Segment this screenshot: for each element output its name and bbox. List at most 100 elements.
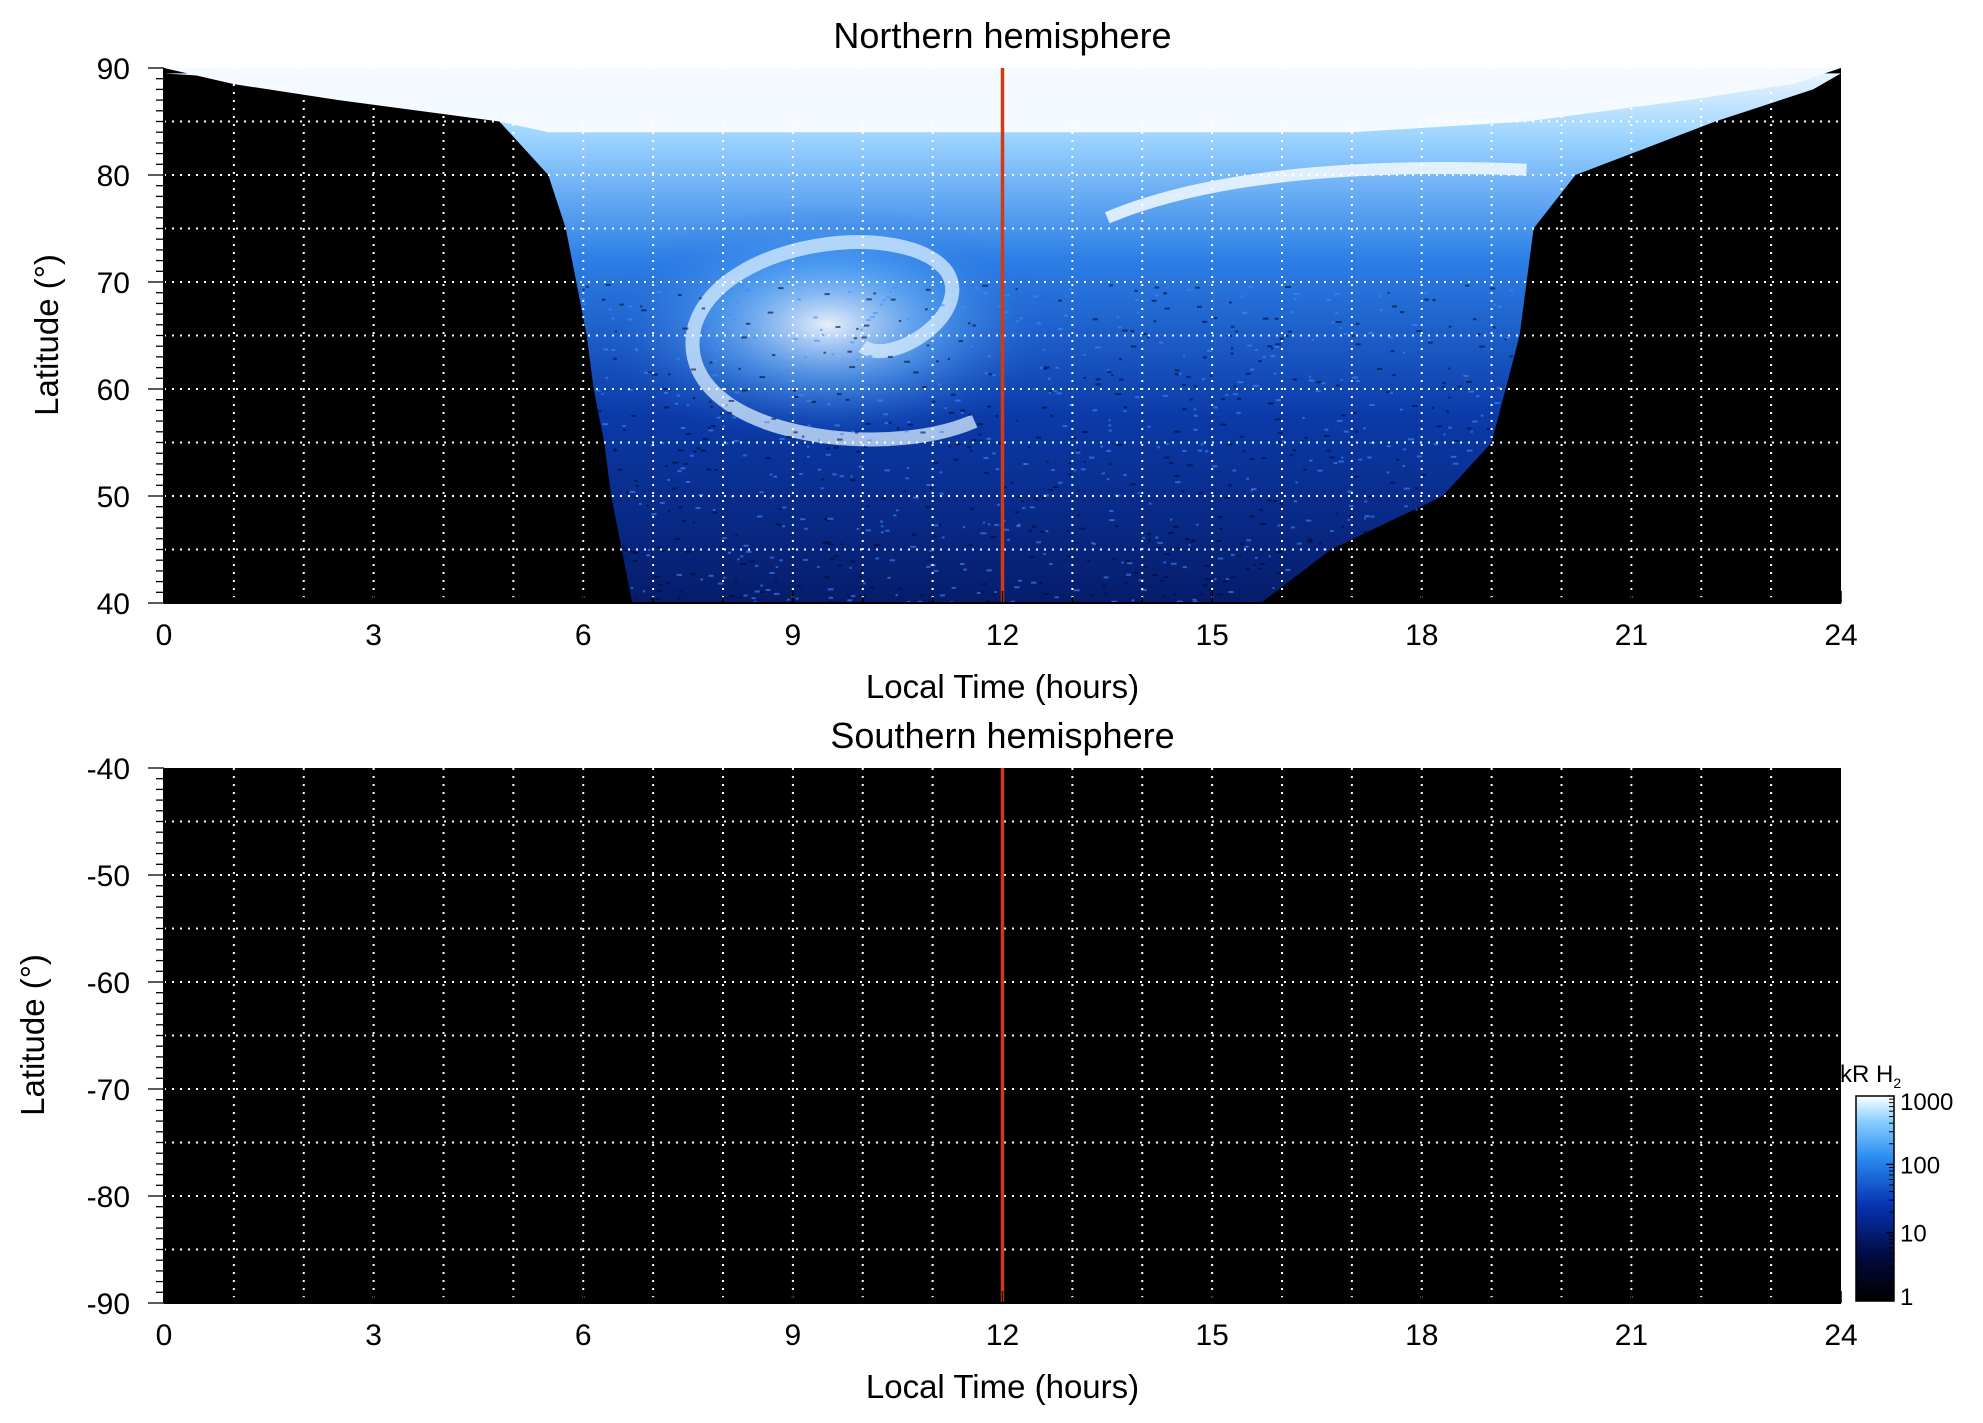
noise-speckle (773, 475, 778, 478)
noise-speckle (693, 450, 697, 453)
noise-speckle (960, 409, 966, 412)
noise-speckle (939, 594, 946, 597)
noise-speckle (735, 534, 738, 537)
noise-speckle (1493, 303, 1497, 306)
noise-speckle (1198, 492, 1203, 495)
noise-speckle (826, 447, 830, 450)
noise-speckle (907, 421, 911, 424)
noise-speckle (1221, 398, 1225, 400)
noise-speckle (987, 405, 992, 408)
noise-speckle (611, 317, 615, 320)
noise-speckle (1236, 411, 1241, 414)
noise-speckle (887, 355, 893, 358)
noise-speckle (799, 473, 803, 475)
noise-speckle (1470, 430, 1473, 433)
noise-speckle (1400, 311, 1405, 314)
noise-speckle (1177, 547, 1181, 550)
noise-speckle (1135, 396, 1140, 399)
noise-speckle (1292, 449, 1297, 452)
noise-speckle (1453, 388, 1456, 391)
noise-speckle (1022, 507, 1026, 510)
noise-speckle (656, 546, 663, 549)
noise-speckle (712, 509, 716, 511)
noise-speckle (1123, 406, 1128, 409)
noise-speckle (677, 597, 680, 600)
noise-speckle (782, 525, 786, 528)
noise-speckle (1448, 325, 1452, 328)
noise-speckle (700, 578, 704, 581)
noise-speckle (782, 506, 787, 509)
noise-speckle (850, 341, 855, 344)
noise-speckle (722, 425, 725, 428)
noise-speckle (663, 406, 670, 409)
noise-speckle (664, 392, 668, 394)
noise-speckle (983, 457, 989, 459)
noise-speckle (1466, 449, 1473, 452)
noise-speckle (713, 359, 718, 362)
noise-speckle (690, 368, 696, 371)
noise-speckle (884, 422, 889, 425)
noise-speckle (869, 316, 875, 319)
x-tick-label: 24 (1824, 619, 1857, 652)
noise-speckle (942, 536, 945, 539)
noise-speckle (714, 469, 718, 471)
noise-speckle (728, 399, 735, 402)
noise-speckle (1103, 576, 1109, 579)
noise-speckle (969, 507, 974, 510)
noise-speckle (1164, 553, 1171, 556)
noise-speckle (1153, 320, 1157, 323)
noise-speckle (1070, 437, 1077, 440)
noise-speckle (605, 376, 609, 379)
noise-speckle (847, 599, 853, 602)
noise-speckle (1036, 436, 1041, 439)
noise-speckle (1081, 430, 1088, 433)
noise-speckle (1353, 412, 1357, 414)
noise-speckle (1185, 537, 1190, 540)
noise-speckle (1066, 530, 1070, 533)
noise-speckle (863, 324, 870, 327)
noise-speckle (1415, 508, 1418, 511)
noise-speckle (1192, 539, 1196, 542)
noise-speckle (980, 532, 987, 535)
noise-speckle (729, 595, 735, 598)
noise-speckle (1163, 292, 1168, 295)
x-tick-label: 6 (575, 619, 592, 652)
noise-speckle (967, 544, 973, 547)
noise-speckle (601, 298, 606, 301)
noise-speckle (1077, 489, 1080, 492)
y-tick-label: -70 (87, 1074, 130, 1107)
noise-speckle (873, 368, 877, 371)
noise-speckle (887, 576, 891, 579)
x-tick-label: 9 (785, 619, 802, 652)
noise-speckle (983, 471, 990, 474)
noise-speckle (1182, 450, 1187, 452)
noise-speckle (778, 524, 783, 527)
noise-speckle (994, 591, 997, 593)
noise-speckle (967, 446, 971, 449)
noise-speckle (937, 524, 941, 526)
noise-speckle (874, 544, 881, 547)
noise-speckle (988, 373, 992, 376)
colorbar: kR H2 1000 100 10 1 (1840, 1061, 1953, 1311)
noise-speckle (715, 349, 718, 352)
noise-speckle (1141, 589, 1147, 592)
noise-speckle (677, 358, 680, 361)
noise-speckle (1032, 295, 1039, 298)
colorbar-tick-label: 10 (1900, 1221, 1927, 1248)
noise-speckle (650, 444, 654, 447)
noise-speckle (907, 423, 913, 426)
noise-speckle (908, 360, 913, 363)
noise-speckle (934, 524, 939, 527)
noise-speckle (889, 290, 892, 293)
noise-speckle (1290, 311, 1294, 314)
noise-speckle (769, 473, 773, 476)
noise-speckle (968, 413, 972, 416)
noise-speckle (1245, 372, 1251, 375)
noise-speckle (1213, 406, 1218, 409)
noise-speckle (1285, 569, 1291, 571)
noise-speckle (760, 584, 763, 587)
noise-speckle (680, 427, 686, 429)
noise-speckle (661, 442, 665, 444)
noise-speckle (1248, 285, 1254, 288)
noise-speckle (835, 326, 841, 328)
